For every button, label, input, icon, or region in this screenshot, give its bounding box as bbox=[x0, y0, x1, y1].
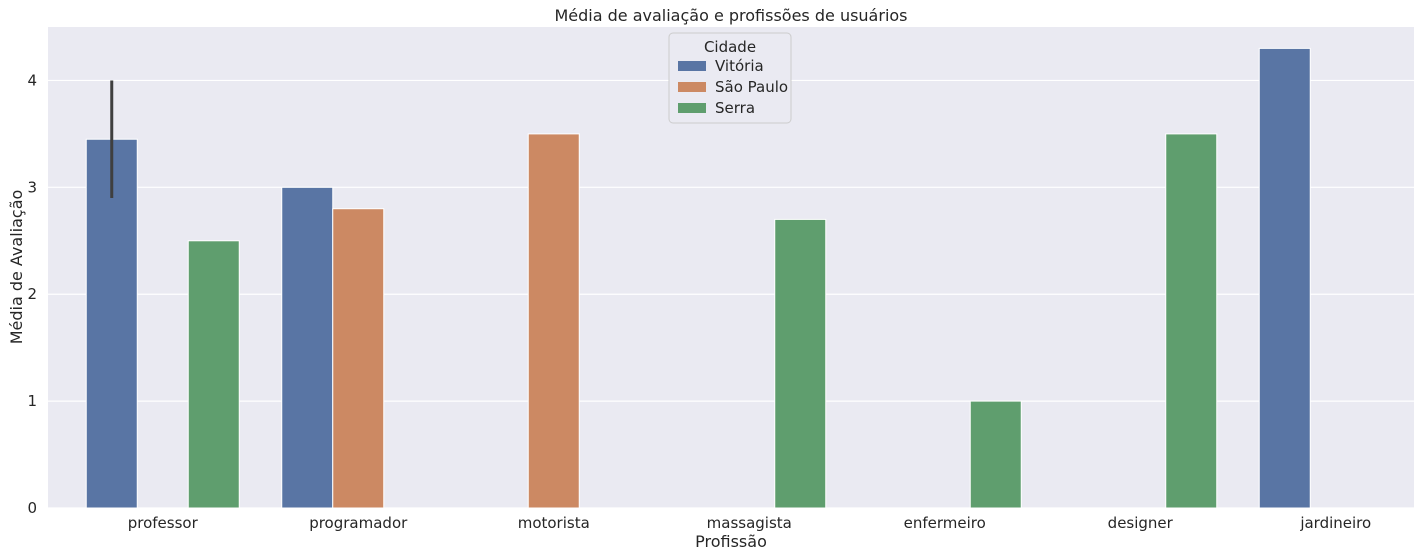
bar bbox=[1258, 47, 1311, 509]
legend-label: Serra bbox=[715, 99, 755, 117]
legend-title: Cidade bbox=[704, 38, 756, 56]
y-tick-label: 1 bbox=[27, 392, 37, 410]
y-tick-label: 3 bbox=[27, 178, 37, 196]
y-tick-label: 2 bbox=[27, 285, 37, 303]
x-tick-label: designer bbox=[1108, 514, 1174, 532]
bar bbox=[1165, 133, 1218, 509]
chart-title: Média de avaliação e profissões de usuár… bbox=[554, 6, 907, 25]
legend-label: Vitória bbox=[715, 57, 764, 75]
y-tick-label: 4 bbox=[27, 71, 37, 89]
yticks-layer: 0 1 2 3 4 bbox=[27, 71, 37, 517]
bar bbox=[187, 240, 240, 509]
xticks-layer: professor programador motorista massagista e… bbox=[128, 514, 1371, 532]
legend-swatch bbox=[678, 103, 706, 113]
y-tick-label: 0 bbox=[27, 499, 37, 517]
legend-label: São Paulo bbox=[715, 78, 788, 96]
y-axis-label: Média de Avaliação bbox=[7, 190, 26, 345]
bar bbox=[969, 400, 1022, 509]
bar bbox=[281, 186, 334, 509]
legend-box bbox=[668, 32, 792, 124]
x-tick-label: programador bbox=[309, 514, 408, 532]
bars-layer bbox=[85, 47, 1311, 509]
legend-swatch bbox=[678, 61, 706, 71]
legend-swatch bbox=[678, 82, 706, 92]
bar bbox=[85, 138, 138, 509]
bar bbox=[332, 208, 385, 509]
x-axis-label: Profissão bbox=[695, 532, 767, 551]
bar bbox=[774, 218, 827, 509]
bar bbox=[527, 133, 580, 509]
x-tick-label: massagista bbox=[707, 514, 792, 532]
x-tick-label: enfermeiro bbox=[904, 514, 986, 532]
x-tick-label: professor bbox=[128, 514, 199, 532]
legend-items: Vitória São Paulo Serra bbox=[678, 57, 788, 117]
x-tick-label: jardineiro bbox=[1299, 514, 1371, 532]
legend: Cidade Vitória São Paulo Serra bbox=[668, 32, 792, 124]
x-tick-label: motorista bbox=[518, 514, 590, 532]
